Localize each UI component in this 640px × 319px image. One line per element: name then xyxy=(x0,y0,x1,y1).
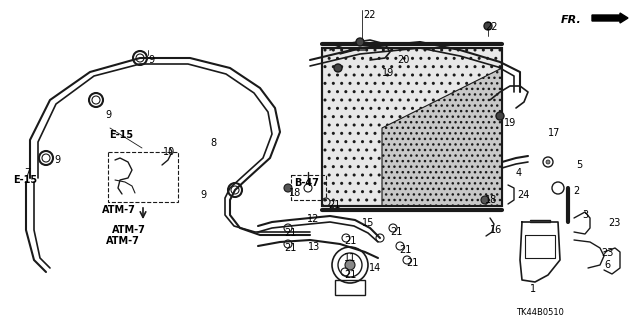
Circle shape xyxy=(284,184,292,192)
Text: 5: 5 xyxy=(576,160,582,170)
Text: 9: 9 xyxy=(148,55,154,65)
Text: 8: 8 xyxy=(210,138,216,148)
Text: 19: 19 xyxy=(382,68,394,78)
Text: ATM-7: ATM-7 xyxy=(106,236,140,246)
Circle shape xyxy=(546,160,550,164)
Text: 11: 11 xyxy=(344,253,356,263)
Bar xyxy=(322,48,502,206)
Text: 21: 21 xyxy=(284,228,296,238)
Text: 16: 16 xyxy=(490,225,502,235)
Circle shape xyxy=(484,22,492,30)
Polygon shape xyxy=(322,48,502,206)
Text: 18: 18 xyxy=(289,188,301,198)
Text: 12: 12 xyxy=(307,214,319,224)
Text: B-47: B-47 xyxy=(294,178,319,188)
Text: 15: 15 xyxy=(362,218,374,228)
FancyArrow shape xyxy=(592,13,628,23)
Text: E-15: E-15 xyxy=(13,175,37,185)
Text: 2: 2 xyxy=(573,186,579,196)
Text: 21: 21 xyxy=(344,236,356,246)
Bar xyxy=(291,175,326,200)
Text: 22: 22 xyxy=(485,22,497,32)
Text: 1: 1 xyxy=(530,284,536,294)
Text: 20: 20 xyxy=(397,55,410,65)
Text: E-15: E-15 xyxy=(109,130,133,140)
Text: 7: 7 xyxy=(24,168,30,178)
Text: 22: 22 xyxy=(363,10,376,20)
Circle shape xyxy=(481,196,489,204)
Text: 9: 9 xyxy=(105,110,111,120)
Text: 4: 4 xyxy=(516,168,522,178)
Circle shape xyxy=(345,260,355,270)
Text: FR.: FR. xyxy=(561,15,582,25)
Text: 23: 23 xyxy=(608,218,620,228)
Text: 13: 13 xyxy=(308,242,320,252)
Text: 21: 21 xyxy=(328,200,340,210)
Text: 14: 14 xyxy=(369,263,381,273)
Text: 3: 3 xyxy=(582,210,588,220)
Circle shape xyxy=(496,112,504,120)
Text: ATM-7: ATM-7 xyxy=(102,205,136,215)
Text: 23: 23 xyxy=(601,248,613,258)
Polygon shape xyxy=(382,68,502,206)
Text: 9: 9 xyxy=(54,155,60,165)
Text: 10: 10 xyxy=(163,147,175,157)
Text: 21: 21 xyxy=(399,245,412,255)
Circle shape xyxy=(356,38,364,46)
Text: 21: 21 xyxy=(390,227,403,237)
Text: 21: 21 xyxy=(406,258,419,268)
Text: 9: 9 xyxy=(200,190,206,200)
Text: 21: 21 xyxy=(344,270,356,280)
Circle shape xyxy=(334,64,342,72)
Text: 21: 21 xyxy=(284,243,296,253)
Text: 18: 18 xyxy=(485,195,497,205)
Bar xyxy=(108,152,178,202)
Text: ATM-7: ATM-7 xyxy=(112,225,146,235)
Bar xyxy=(335,280,365,295)
Text: TK44B0510: TK44B0510 xyxy=(516,308,564,317)
Text: 24: 24 xyxy=(517,190,529,200)
Text: 19: 19 xyxy=(504,118,516,128)
Text: 17: 17 xyxy=(548,128,561,138)
Text: 6: 6 xyxy=(604,260,610,270)
